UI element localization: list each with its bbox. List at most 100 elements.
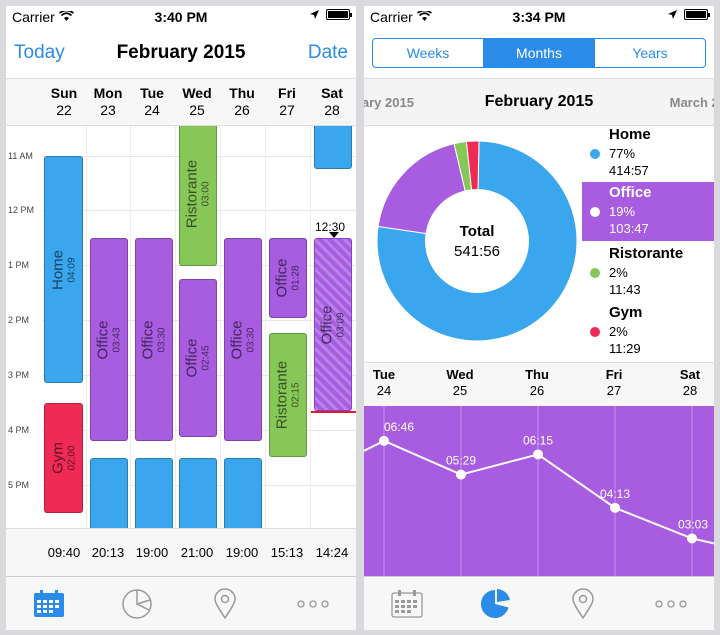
total-tue: 19:00 bbox=[135, 545, 169, 560]
event-office[interactable]: Office 01:28 bbox=[269, 238, 307, 318]
tab-statistics[interactable] bbox=[478, 589, 512, 619]
event-office[interactable]: Office 02:45 bbox=[179, 279, 217, 437]
event-name: Office bbox=[273, 258, 291, 298]
tab-places[interactable] bbox=[566, 588, 600, 620]
hour-label: 1 PM bbox=[8, 260, 30, 270]
legend-time: 414:57 bbox=[609, 163, 649, 178]
event-office[interactable]: Office 03:30 bbox=[135, 238, 173, 441]
legend-dot bbox=[590, 327, 600, 337]
day-thu[interactable]: Thu 26 bbox=[220, 85, 264, 119]
day-fri[interactable]: Fri 27 bbox=[265, 85, 309, 119]
day-number: 26 bbox=[529, 383, 545, 398]
day-sat[interactable]: Sat 28 bbox=[310, 85, 354, 119]
day-wed[interactable]: Wed 25 bbox=[175, 85, 219, 119]
data-label: 06:15 bbox=[523, 433, 553, 447]
day-mon[interactable]: Mon 23 bbox=[86, 85, 130, 119]
hour-label: 4 PM bbox=[8, 425, 30, 435]
event-duration: 03:09 bbox=[335, 311, 347, 338]
data-label: 06:46 bbox=[384, 420, 414, 434]
segment-months[interactable]: Months bbox=[484, 39, 595, 67]
data-point[interactable] bbox=[533, 449, 543, 460]
tab-calendar[interactable] bbox=[390, 589, 424, 619]
day-name: Tue bbox=[140, 85, 164, 101]
event-office[interactable]: Office 03:43 bbox=[90, 238, 128, 441]
tab-more[interactable] bbox=[296, 589, 330, 619]
hour-label: 2 PM bbox=[8, 315, 30, 325]
data-point[interactable] bbox=[379, 435, 389, 446]
tab-more[interactable] bbox=[654, 589, 688, 619]
event-home-partial[interactable] bbox=[179, 458, 217, 528]
event-home-partial[interactable] bbox=[224, 458, 262, 528]
calendar-icon bbox=[34, 590, 64, 617]
event-duration: 02:45 bbox=[200, 345, 212, 371]
day-name: Sun bbox=[50, 85, 78, 101]
legend-item-gym[interactable]: Gym 2% 11:29 bbox=[582, 302, 714, 358]
event-home-partial[interactable] bbox=[314, 126, 352, 169]
next-month[interactable]: March 20 bbox=[669, 95, 714, 110]
day-name: Thu bbox=[229, 85, 255, 101]
more-icon bbox=[297, 600, 329, 608]
legend-name: Office bbox=[609, 184, 652, 201]
segment-years[interactable]: Years bbox=[632, 45, 668, 61]
day-sun[interactable]: Sun 22 bbox=[42, 85, 86, 119]
tab-bar bbox=[364, 576, 714, 630]
location-icon bbox=[572, 588, 594, 620]
legend-item-office[interactable]: Office 19% 103:47 bbox=[582, 182, 714, 241]
legend-name: Ristorante bbox=[609, 245, 684, 262]
prev-month[interactable]: nuary 2015 bbox=[364, 95, 414, 110]
event-home-partial[interactable] bbox=[135, 458, 173, 528]
day-tue[interactable]: Tue 24 bbox=[130, 85, 174, 119]
month-pager[interactable]: nuary 2015 February 2015 March 20 bbox=[364, 78, 714, 126]
legend-item-home[interactable]: Home 77% 414:57 bbox=[582, 124, 714, 180]
legend-time: 11:43 bbox=[609, 282, 641, 297]
calendar-icon bbox=[391, 590, 423, 618]
data-point[interactable] bbox=[456, 469, 466, 480]
hour-label: 5 PM bbox=[8, 480, 30, 490]
event-ristorante[interactable]: Ristorante 03:00 bbox=[179, 126, 217, 266]
tab-statistics[interactable] bbox=[120, 589, 154, 619]
day-number: 27 bbox=[606, 383, 622, 398]
status-bar: Carrier 3:40 PM bbox=[6, 6, 356, 28]
event-name: Home bbox=[49, 249, 66, 290]
event-name: Gym bbox=[49, 442, 66, 474]
day-number: 28 bbox=[682, 383, 698, 398]
event-duration: 04:09 bbox=[66, 256, 77, 283]
tab-places[interactable] bbox=[208, 588, 242, 620]
event-duration: 03:43 bbox=[111, 326, 123, 353]
data-point[interactable] bbox=[610, 502, 620, 513]
day-name: Tue bbox=[372, 367, 396, 382]
date-button[interactable]: Date bbox=[307, 42, 348, 63]
data-label: 03:03 bbox=[678, 517, 708, 531]
event-home[interactable]: Home 04:09 bbox=[44, 156, 83, 383]
today-button[interactable]: Today bbox=[14, 42, 65, 63]
week-day: Sat 28 bbox=[670, 367, 710, 399]
now-indicator-line bbox=[311, 411, 356, 413]
data-point[interactable] bbox=[687, 533, 697, 544]
location-arrow-icon bbox=[310, 10, 319, 19]
day-number: 25 bbox=[452, 383, 468, 398]
day-header: Sun 22 Mon 23 Tue 24 Wed 25 Thu 26 Fri 27 Sat 2… bbox=[6, 78, 356, 126]
event-office-in-progress[interactable]: Office 03:09 bbox=[314, 238, 352, 411]
event-gym[interactable]: Gym 02:00 bbox=[44, 403, 83, 513]
donut-center-label: Total bbox=[460, 223, 495, 240]
day-name: Mon bbox=[93, 85, 123, 101]
event-home-partial[interactable] bbox=[90, 458, 128, 528]
current-month: February 2015 bbox=[484, 93, 594, 110]
donut-chart[interactable]: Total 541:56 bbox=[372, 136, 582, 346]
event-office[interactable]: Office 03:30 bbox=[224, 238, 262, 441]
total-mon: 20:13 bbox=[91, 545, 125, 560]
tab-calendar[interactable] bbox=[32, 589, 66, 619]
total-wed: 21:00 bbox=[180, 545, 214, 560]
event-name: Office bbox=[318, 305, 336, 344]
status-time: 3:34 PM bbox=[512, 9, 566, 25]
calendar-grid[interactable]: 11 AM 12 PM 1 PM 2 PM 3 PM 4 PM 5 PM Hom… bbox=[6, 126, 356, 528]
day-number: 28 bbox=[324, 102, 340, 118]
donut-hole bbox=[425, 189, 529, 293]
segment-weeks[interactable]: Weeks bbox=[373, 39, 484, 67]
day-divider bbox=[86, 126, 87, 528]
daily-line-chart[interactable]: 06:46 05:29 06:15 04:13 03:03 bbox=[364, 406, 714, 576]
event-ristorante[interactable]: Ristorante 02:15 bbox=[269, 333, 307, 457]
legend-item-ristorante[interactable]: Ristorante 2% 11:43 bbox=[582, 243, 714, 299]
day-name: Wed bbox=[182, 85, 212, 101]
week-day: Tue 24 bbox=[364, 367, 404, 399]
